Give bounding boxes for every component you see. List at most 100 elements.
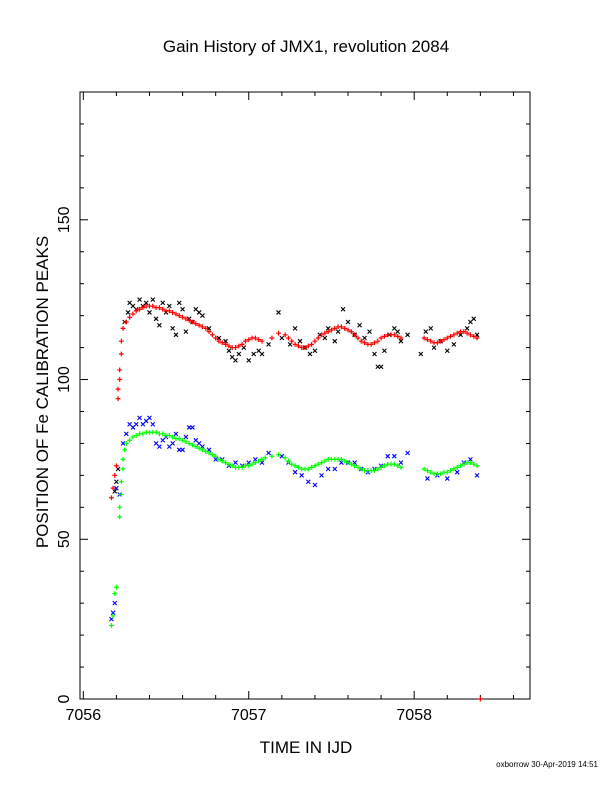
data-point-series-1: [170, 310, 176, 315]
data-point-series-0: [251, 351, 257, 357]
data-point-series-3: [120, 456, 126, 462]
data-point-series-1: [109, 495, 114, 501]
data-point-series-1: [183, 316, 189, 322]
data-point-series-2: [385, 453, 391, 459]
data-point-series-3: [375, 466, 381, 472]
data-point-series-1: [312, 338, 318, 344]
data-point-series-3: [223, 460, 228, 465]
data-point-series-1: [286, 335, 291, 341]
data-point-series-0: [431, 345, 437, 350]
data-point-series-1: [378, 335, 384, 341]
data-point-series-1: [112, 472, 118, 478]
data-point-series-3: [315, 461, 321, 467]
data-point-series-3: [338, 456, 344, 462]
data-point-series-2: [180, 447, 185, 453]
data-point-series-1: [362, 340, 367, 346]
y-tick-label: 50: [56, 530, 73, 548]
data-point-series-1: [454, 330, 460, 336]
data-point-series-0: [322, 335, 328, 341]
data-point-series-1: [345, 327, 351, 333]
data-point-series-0: [418, 351, 424, 357]
data-point-series-2: [157, 444, 162, 450]
data-point-series-1: [123, 319, 129, 325]
data-point-series-3: [209, 452, 215, 458]
x-tick-label: 7056: [66, 707, 102, 724]
data-point-series-0: [200, 313, 205, 319]
x-axis-label: TIME IN IJD: [260, 738, 353, 757]
data-point-series-1: [471, 333, 477, 339]
data-point-series-1: [464, 330, 470, 336]
data-point-series-1: [239, 341, 245, 347]
data-point-series-0: [279, 335, 285, 341]
data-point-series-3: [461, 461, 467, 467]
data-point-series-1: [342, 326, 348, 331]
data-point-series-2: [114, 485, 119, 491]
data-point-series-1: [289, 338, 295, 344]
y-tick-label: 0: [56, 694, 73, 703]
data-point-series-1: [358, 338, 364, 344]
data-point-series-2: [425, 476, 430, 481]
data-point-series-3: [118, 479, 124, 485]
data-point-series-3: [193, 444, 199, 450]
data-point-series-0: [276, 310, 281, 315]
data-point-series-0: [405, 332, 410, 338]
data-point-series-3: [183, 439, 189, 445]
data-point-series-1: [213, 335, 219, 341]
data-point-series-3: [286, 458, 291, 464]
data-point-series-1: [223, 341, 228, 347]
data-point-series-0: [160, 300, 166, 306]
data-point-series-1: [160, 306, 166, 312]
data-point-series-3: [262, 455, 268, 461]
data-point-series-1: [338, 324, 344, 330]
data-point-series-3: [451, 466, 457, 472]
data-point-series-1: [118, 351, 124, 357]
y-tick-label: 100: [56, 366, 73, 393]
data-point-series-3: [226, 461, 232, 467]
data-point-series-3: [153, 429, 159, 435]
data-point-series-3: [216, 456, 222, 462]
data-point-series-1: [130, 311, 136, 317]
data-point-series-0: [206, 326, 212, 331]
data-point-series-0: [332, 338, 338, 344]
data-point-series-1: [332, 326, 338, 331]
data-point-series-3: [112, 591, 118, 596]
data-point-series-1: [118, 338, 124, 344]
data-point-series-1: [259, 338, 265, 344]
data-point-series-2: [137, 415, 142, 421]
data-point-series-1: [117, 377, 123, 382]
data-point-series-0: [173, 332, 179, 338]
data-point-series-1: [276, 330, 281, 336]
data-point-series-1: [200, 324, 205, 330]
data-point-series-3: [382, 463, 387, 469]
data-point-series-3: [391, 461, 397, 467]
data-point-series-0: [266, 341, 271, 347]
data-point-series-1: [219, 340, 225, 346]
data-point-series-1: [434, 340, 440, 346]
data-point-series-3: [170, 434, 176, 440]
data-point-series-2: [332, 466, 338, 472]
axis-tick-labels: 7056 7057 7058 0 50 100 150: [56, 206, 432, 724]
data-point-series-3: [196, 445, 202, 451]
data-point-series-2: [474, 472, 480, 478]
data-point-series-0: [398, 338, 404, 344]
data-point-series-3: [398, 464, 404, 470]
data-point-series-1: [438, 338, 444, 344]
data-point-series-1: [398, 335, 404, 341]
data-point-series-2: [112, 600, 118, 606]
data-point-series-2: [233, 460, 238, 465]
data-point-series-1: [391, 332, 397, 338]
data-point-series-3: [219, 458, 225, 464]
data-point-series-1: [206, 329, 212, 335]
data-point-series-0: [378, 364, 384, 370]
data-point-series-2: [120, 441, 126, 446]
data-point-series-3: [312, 463, 318, 469]
data-point-series-1: [113, 463, 119, 469]
data-point-series-0: [335, 329, 341, 334]
data-point-series-0: [153, 316, 159, 322]
data-point-series-3: [444, 469, 450, 475]
data-point-series-0: [372, 351, 377, 357]
data-point-series-0: [340, 306, 346, 312]
data-point-series-1: [372, 340, 377, 346]
data-point-series-1: [474, 335, 480, 341]
data-point-series-3: [309, 464, 315, 470]
